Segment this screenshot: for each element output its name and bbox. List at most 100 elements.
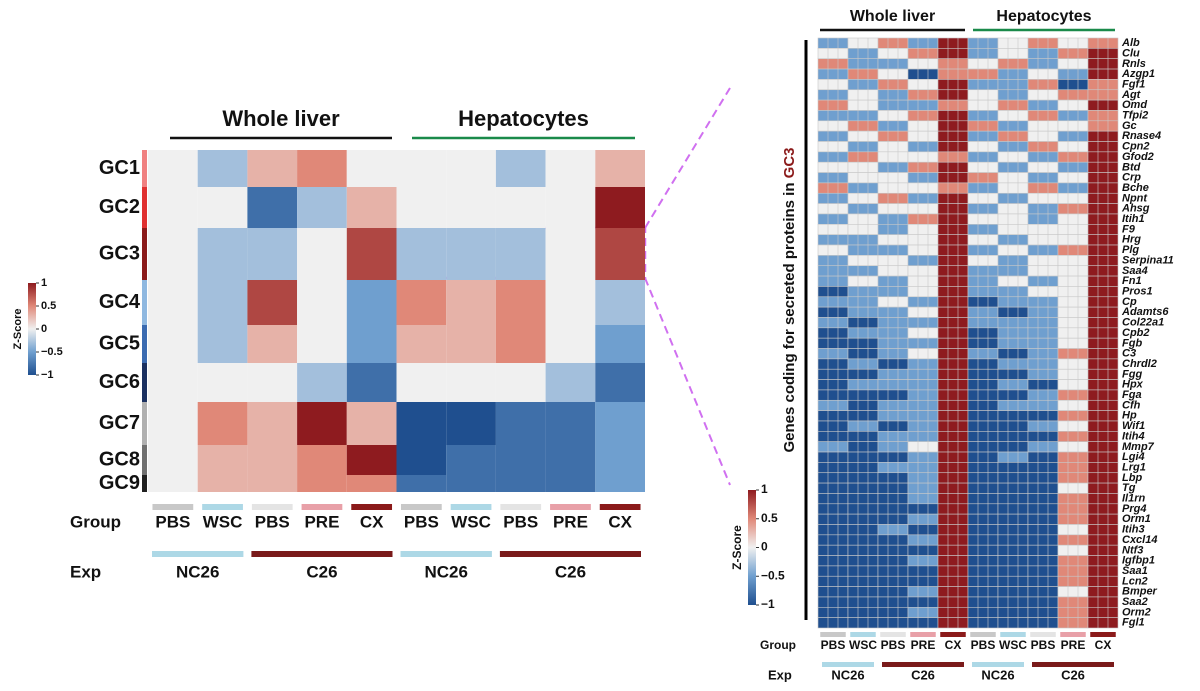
heatmap-cell — [817, 161, 849, 173]
heatmap-cell — [595, 445, 645, 475]
heatmap-cell — [817, 503, 849, 515]
heatmap-cell — [847, 358, 879, 370]
gene-label: Fn1 — [1122, 275, 1142, 287]
heatmap-cell — [545, 363, 596, 402]
heatmap-cell — [937, 420, 969, 432]
heatmap-cell — [1027, 379, 1059, 391]
heatmap-cell — [1087, 596, 1119, 608]
heatmap-cell — [967, 358, 999, 370]
heatmap-cell — [997, 306, 1029, 318]
heatmap-cell — [1027, 306, 1059, 318]
colorbar-tick-label: 1 — [761, 482, 768, 496]
heatmap-cell — [1057, 265, 1089, 277]
heatmap-cell — [545, 402, 596, 445]
heatmap-cell — [937, 151, 969, 163]
group-bar — [940, 632, 966, 637]
group-label: CX — [360, 512, 384, 531]
heatmap-cell — [847, 89, 879, 101]
heatmap-cell — [1027, 389, 1059, 401]
colorbar — [28, 283, 36, 375]
heatmap-cell — [1057, 172, 1089, 184]
heatmap-cell — [1087, 513, 1119, 525]
gene-label: Fgf1 — [1122, 78, 1145, 90]
heatmap-cell — [907, 151, 939, 163]
heatmap-cell — [937, 358, 969, 370]
heatmap-cell — [997, 379, 1029, 391]
heatmap-cell — [877, 379, 909, 391]
heatmap-cell — [997, 337, 1029, 349]
gene-label: Lcn2 — [1122, 575, 1148, 587]
heatmap-cell — [997, 161, 1029, 173]
heatmap-cell — [1057, 192, 1089, 204]
heatmap-cell — [297, 228, 347, 280]
heatmap-cell — [847, 482, 879, 494]
heatmap-cell — [847, 555, 879, 567]
cluster-label: GC4 — [99, 291, 141, 313]
heatmap-cell — [877, 565, 909, 577]
heatmap-cell — [297, 445, 347, 475]
heatmap-cell — [1087, 348, 1119, 360]
group-label: PRE — [304, 512, 339, 531]
heatmap-cell — [1057, 565, 1089, 577]
heatmap-cell — [1057, 399, 1089, 411]
group-bar — [850, 632, 876, 637]
heatmap-cell — [1057, 451, 1089, 463]
heatmap-cell — [997, 617, 1029, 629]
heatmap-cell — [446, 187, 496, 228]
heatmap-cell — [877, 410, 909, 422]
heatmap-cell — [967, 379, 999, 391]
heatmap-cell — [937, 337, 969, 349]
heatmap-cell — [1027, 513, 1059, 525]
heatmap-cell — [847, 389, 879, 401]
gene-label: Itih1 — [1122, 213, 1145, 225]
heatmap-cell — [847, 524, 879, 536]
heatmap-cell — [1057, 493, 1089, 505]
heatmap-cell — [907, 586, 939, 598]
heatmap-cell — [817, 348, 849, 360]
heatmap-cell — [937, 472, 969, 484]
heatmap-cell — [967, 172, 999, 184]
heatmap-cell — [817, 37, 849, 49]
colorbar-title: Z-Score — [12, 309, 24, 350]
heatmap-cell — [297, 187, 347, 228]
heatmap-cell — [997, 596, 1029, 608]
gene-label: Gc — [1122, 120, 1137, 132]
heatmap-cell — [967, 348, 999, 360]
heatmap-cell — [877, 389, 909, 401]
heatmap-cell — [817, 451, 849, 463]
heatmap-cell — [1087, 462, 1119, 474]
heatmap-cell — [907, 337, 939, 349]
gene-label: Adamts6 — [1121, 306, 1169, 318]
exp-label: NC26 — [981, 667, 1014, 682]
heatmap-cell — [877, 596, 909, 608]
heatmap-cell — [595, 402, 645, 445]
heatmap-cell — [847, 296, 879, 308]
group-label: WSC — [203, 512, 243, 531]
heatmap-cell — [817, 79, 849, 91]
heatmap-cell — [1027, 130, 1059, 142]
heatmap-cell — [1087, 389, 1119, 401]
heatmap-cell — [1027, 555, 1059, 567]
gene-label: Ntf3 — [1122, 544, 1143, 556]
heatmap-cell — [1087, 451, 1119, 463]
heatmap-cell — [997, 462, 1029, 474]
heatmap-cell — [346, 475, 397, 492]
heatmap-cell — [907, 565, 939, 577]
heatmap-cell — [967, 524, 999, 536]
heatmap-cell — [907, 410, 939, 422]
group-label: PBS — [1031, 638, 1056, 652]
heatmap-cell — [817, 203, 849, 215]
heatmap-cell — [1057, 99, 1089, 111]
colorbar-tick-label: −1 — [761, 597, 775, 611]
heatmap-cell — [907, 368, 939, 380]
heatmap-cell — [877, 141, 909, 153]
gene-label: Alb — [1121, 37, 1140, 49]
heatmap-cell — [877, 151, 909, 163]
heatmap-cell — [937, 503, 969, 515]
heatmap-cell — [847, 130, 879, 142]
heatmap-cell — [1057, 68, 1089, 80]
heatmap-cell — [907, 617, 939, 629]
heatmap-cell — [197, 228, 248, 280]
heatmap-cell — [1027, 192, 1059, 204]
